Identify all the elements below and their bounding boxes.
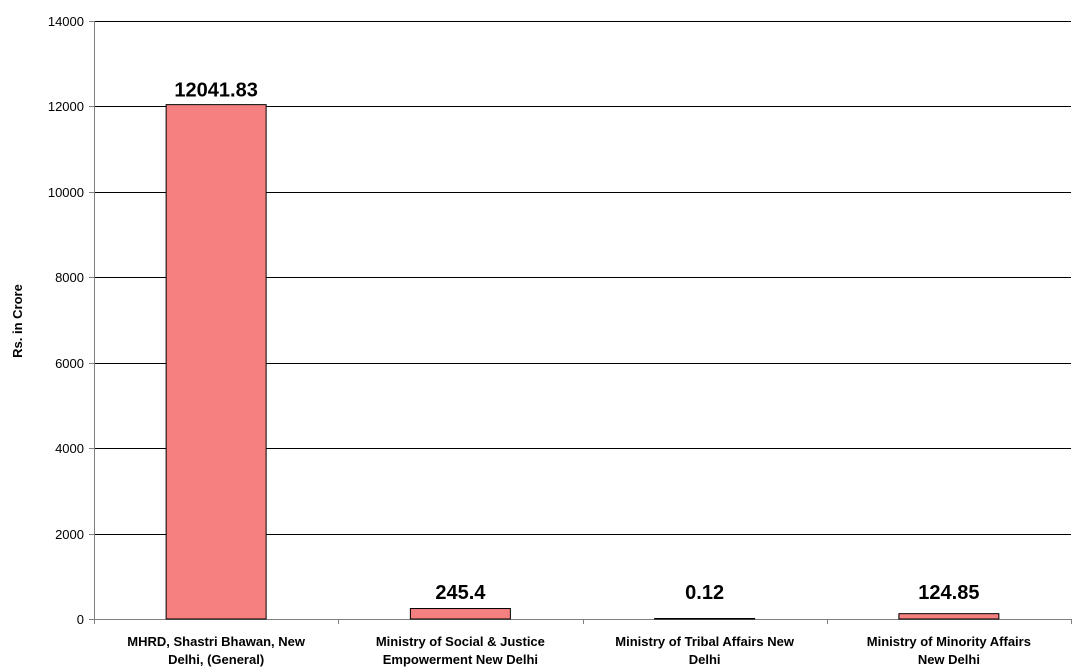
bar (165, 104, 267, 620)
y-tick-label: 12000 (48, 99, 84, 114)
category-label: Ministry of Tribal Affairs New Delhi (615, 634, 795, 667)
bar (898, 613, 1000, 620)
y-axis-title: Rs. in Crore (10, 284, 25, 358)
category-label-line: Delhi (689, 652, 721, 667)
data-label: 12041.83 (174, 80, 257, 102)
data-label: 0.12 (685, 582, 724, 604)
y-tick-label: 10000 (48, 185, 84, 200)
category-label-line: Ministry of Social & Justice (376, 634, 545, 649)
category-label-line: MHRD, Shastri Bhawan, New (127, 634, 306, 649)
y-tick-label: 6000 (55, 356, 84, 371)
category-label: MHRD, Shastri Bhawan, New Delhi, (General… (127, 634, 306, 667)
category-label-line: Delhi, (General) (168, 652, 264, 667)
category-label-line: Ministry of Minority Affairs (867, 634, 1031, 649)
data-label: 124.85 (918, 582, 979, 604)
y-tick-label: 4000 (55, 441, 84, 456)
category-label-line: Ministry of Tribal Affairs New (615, 634, 795, 649)
labels: 0 2000 4000 6000 8000 10000 12000 14000 12041.83… (48, 14, 1031, 667)
y-tick-label: 8000 (55, 270, 84, 285)
category-label: Ministry of Social & Justice Empowerment … (376, 634, 545, 667)
y-tick-label: 0 (77, 612, 84, 627)
category-label-line: Empowerment New Delhi (383, 652, 538, 667)
bars (165, 104, 1000, 620)
data-label: 245.4 (435, 582, 486, 604)
category-label-line: New Delhi (918, 652, 980, 667)
bar (409, 608, 511, 620)
bar (654, 618, 756, 620)
y-tick-label: 14000 (48, 14, 84, 29)
category-label: Ministry of Minority Affairs New Delhi (867, 634, 1031, 667)
y-tick-label: 2000 (55, 527, 84, 542)
